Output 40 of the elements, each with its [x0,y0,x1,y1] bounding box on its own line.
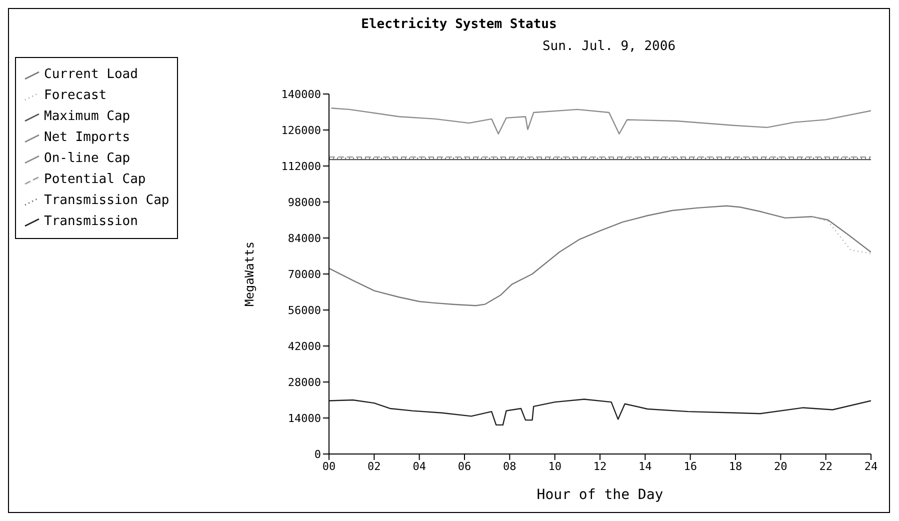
x-tick-label: 18 [728,460,742,473]
line-series [329,398,871,426]
y-tick-label: 112000 [281,160,321,173]
y-tick-label: 98000 [288,196,321,209]
y-tick-label: 56000 [288,304,321,317]
x-tick-label: 14 [638,460,652,473]
x-tick-label: 08 [503,460,516,473]
line-series [330,108,871,134]
x-tick-label: 16 [684,460,697,473]
x-tick-label: 22 [819,460,832,473]
chart-title: Electricity System Status [360,17,558,32]
x-tick-label: 10 [548,460,562,473]
legend-label: On-line Cap [44,150,130,168]
legend-label: Transmission [44,213,138,231]
y-axis-title: MegaWatts [242,241,256,307]
legend-label: Potential Cap [44,171,146,189]
legend-label: Net Imports [44,129,130,147]
legend-label: Current Load [44,66,138,84]
x-axis-title: Hour of the Day [536,487,664,503]
x-tick-label: 12 [593,460,607,473]
y-tick-label: 84000 [288,232,321,245]
x-tick-label: 02 [368,460,381,473]
y-tick-label: 140000 [281,88,321,101]
y-tick-label: 28000 [288,376,321,389]
y-tick-label: 70000 [288,268,321,281]
line-series [329,205,871,306]
y-tick-label: 14000 [288,412,321,425]
x-tick-label: 24 [864,460,878,473]
x-tick-label: 06 [458,460,472,473]
x-tick-label: 04 [412,460,426,473]
x-tick-label: 00 [322,460,336,473]
legend-label: Maximum Cap [44,108,130,126]
x-tick-label: 20 [774,460,788,473]
y-tick-label: 126000 [281,124,321,137]
line-series [812,216,871,254]
legend-label: Forecast [44,87,107,105]
y-tick-label: 42000 [288,340,321,353]
legend-label: Transmission Cap [44,192,170,210]
chart-subtitle: Sun. Jul. 9, 2006 [541,39,677,54]
y-tick-label: 0 [314,448,321,461]
